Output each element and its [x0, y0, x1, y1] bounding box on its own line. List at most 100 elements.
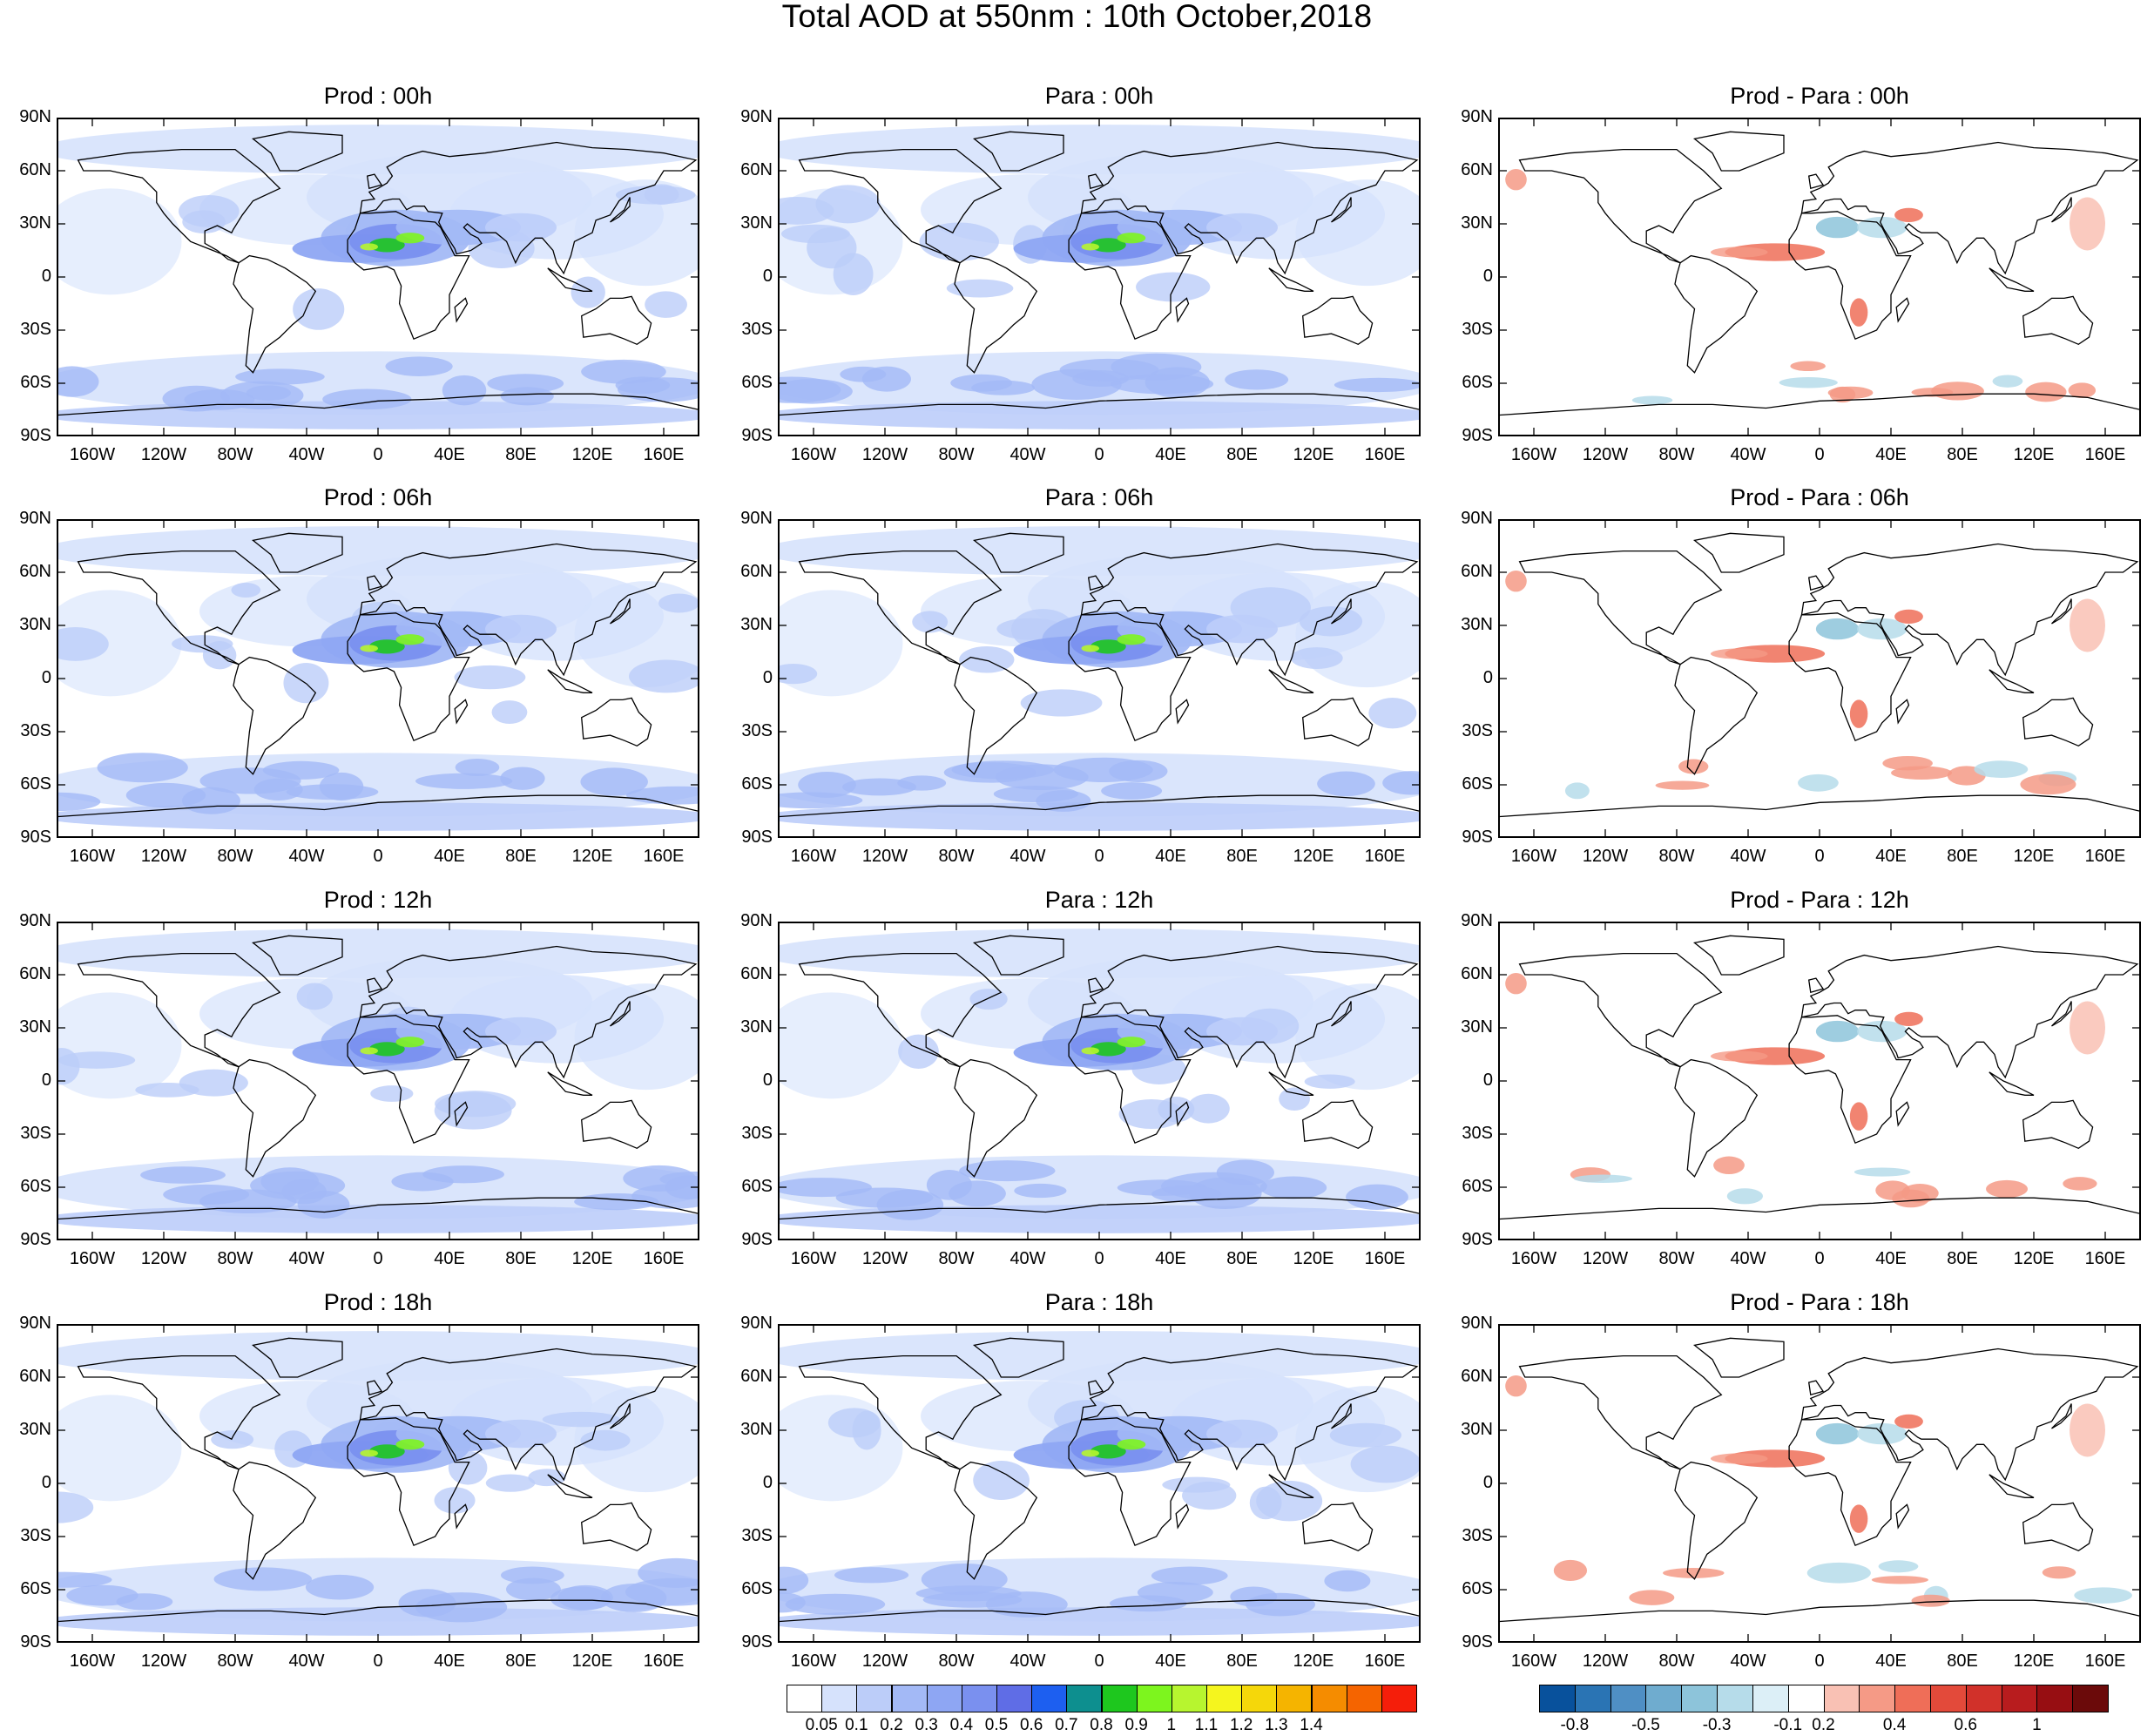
lat-tick-label: 0: [41, 1071, 51, 1090]
lon-tick-label: 40E: [1875, 1249, 1907, 1268]
lon-tick-label: 80W: [217, 1249, 253, 1268]
lat-tick-label: 30N: [19, 615, 51, 634]
lat-tick-label: 60N: [1461, 562, 1493, 581]
diff-colorbar-swatch: [1752, 1685, 1789, 1712]
lat-tick-label: 90N: [1461, 107, 1493, 126]
map-panel: Para : 06h 90N 60N 30N 0 30S 60S 90S 160W 120W 80W…: [740, 484, 1421, 866]
map-panel: Prod : 00h 90N 60N 30N 0 30S 60S 90S 160W 120W 80W…: [19, 83, 699, 464]
lat-tick-label: 90S: [20, 827, 51, 847]
lat-tick-label: 90S: [1462, 426, 1493, 445]
lat-tick-label: 90N: [740, 911, 773, 930]
diff-colorbar-swatch: [2072, 1685, 2109, 1712]
lon-tick-label: 160E: [2084, 445, 2126, 464]
lon-tick-label: 0: [1814, 1249, 1825, 1268]
lat-tick-label: 30S: [741, 320, 773, 339]
lon-tick-label: 160W: [1510, 847, 1557, 866]
lon-tick-label: 120E: [571, 445, 613, 464]
aod-colorbar-label: 1.2: [1229, 1716, 1253, 1734]
lon-tick-label: 120W: [1582, 445, 1629, 464]
lon-tick-label: 80W: [938, 1249, 975, 1268]
lon-tick-label: 120W: [1582, 847, 1629, 866]
world-map: [1498, 1324, 2141, 1643]
lon-tick-label: 120W: [140, 445, 187, 464]
lon-tick-label: 0: [1094, 445, 1104, 464]
lat-tick-label: 30N: [1461, 213, 1493, 233]
lat-tick-label: 60N: [740, 964, 773, 983]
lon-tick-label: 120E: [1293, 1249, 1334, 1268]
lon-tick-label: 80W: [217, 847, 253, 866]
diff-colorbar-swatch: [2001, 1685, 2038, 1712]
lon-tick-label: 80E: [1226, 1249, 1258, 1268]
lon-tick-label: 40W: [1730, 1249, 1766, 1268]
lat-tick-label: 60S: [1462, 373, 1493, 392]
map-frame: [778, 1324, 1421, 1643]
lat-tick-label: 30S: [20, 320, 51, 339]
lon-tick-label: 40E: [1875, 847, 1907, 866]
diff-colorbar-swatch: [1859, 1685, 1896, 1712]
diff-colorbar-swatch: [1610, 1685, 1647, 1712]
lat-tick-label: 60S: [741, 774, 773, 794]
aod-colorbar-swatch: [1136, 1685, 1172, 1712]
lon-tick-label: 160W: [1510, 1652, 1557, 1671]
diff-colorbar-swatch: [1645, 1685, 1683, 1712]
lon-tick-label: 80W: [217, 1652, 253, 1671]
map-panel: Prod : 12h 90N 60N 30N 0 30S 60S 90S 160W 120W 80W…: [19, 887, 699, 1268]
lat-tick-label: 60N: [19, 964, 51, 983]
lat-tick-label: 90S: [741, 426, 773, 445]
lat-tick-label: 30S: [20, 721, 51, 740]
aod-colorbar-swatch: [961, 1685, 997, 1712]
lon-tick-label: 120W: [140, 1249, 187, 1268]
lon-tick-label: 80W: [1658, 1249, 1695, 1268]
lat-tick-label: 30N: [19, 213, 51, 233]
aod-colorbar-label: 0.05: [805, 1716, 838, 1734]
lat-tick-label: 30S: [1462, 1124, 1493, 1143]
lat-tick-label: 90S: [741, 827, 773, 847]
diff-colorbar-swatch: [1539, 1685, 1576, 1712]
aod-colorbar-swatch: [1276, 1685, 1313, 1712]
lon-tick-label: 160W: [69, 1249, 116, 1268]
lat-tick-label: 60S: [20, 373, 51, 392]
lat-tick-label: 30S: [1462, 721, 1493, 740]
aod-colorbar-swatch: [787, 1685, 823, 1712]
lon-tick-label: 40W: [1009, 445, 1046, 464]
lat-tick-label: 60N: [740, 562, 773, 581]
lon-tick-label: 120W: [1582, 1249, 1629, 1268]
lon-tick-label: 40W: [1009, 1249, 1046, 1268]
aod-colorbar-swatch: [1241, 1685, 1278, 1712]
lat-tick-label: 90N: [740, 1314, 773, 1333]
aod-colorbar-label: 0.3: [915, 1716, 938, 1734]
lat-tick-label: 60S: [1462, 1177, 1493, 1196]
lat-tick-label: 60S: [20, 1579, 51, 1598]
aod-colorbar-swatch: [821, 1685, 858, 1712]
lon-tick-label: 160E: [2084, 1652, 2126, 1671]
lon-tick-label: 120E: [2013, 1249, 2055, 1268]
aod-colorbar-label: 0.8: [1090, 1716, 1113, 1734]
lon-tick-label: 0: [1814, 445, 1825, 464]
lon-tick-label: 80E: [1947, 1652, 1978, 1671]
lat-tick-label: 0: [41, 1473, 51, 1492]
world-map: [57, 922, 699, 1240]
aod-colorbar-swatch: [1381, 1685, 1417, 1712]
panel-title: Prod : 18h: [323, 1289, 433, 1315]
lat-tick-label: 0: [762, 267, 773, 286]
lon-tick-label: 120W: [861, 445, 908, 464]
lon-tick-label: 40W: [1730, 847, 1766, 866]
lon-tick-label: 160E: [1364, 847, 1406, 866]
lat-tick-label: 30N: [19, 1017, 51, 1037]
diff-colorbar-label: 1: [2032, 1716, 2042, 1734]
aod-colorbar-swatch: [891, 1685, 928, 1712]
lon-tick-label: 40W: [288, 1652, 325, 1671]
lat-tick-label: 90S: [20, 1632, 51, 1652]
panel-title: Prod - Para : 18h: [1730, 1289, 1909, 1315]
map-frame: [57, 519, 699, 838]
panel-title: Prod : 06h: [323, 484, 433, 510]
lon-tick-label: 0: [1814, 1652, 1825, 1671]
diff-colorbar-swatch: [1787, 1685, 1825, 1712]
lon-tick-label: 80W: [1658, 445, 1695, 464]
lon-tick-label: 40E: [1155, 445, 1186, 464]
lat-tick-label: 30N: [740, 213, 773, 233]
world-map: [57, 1324, 699, 1643]
diff-colorbar-label: -0.8: [1560, 1716, 1590, 1734]
diff-colorbar-swatch: [2036, 1685, 2074, 1712]
diff-colorbar-label: -0.5: [1631, 1716, 1660, 1734]
